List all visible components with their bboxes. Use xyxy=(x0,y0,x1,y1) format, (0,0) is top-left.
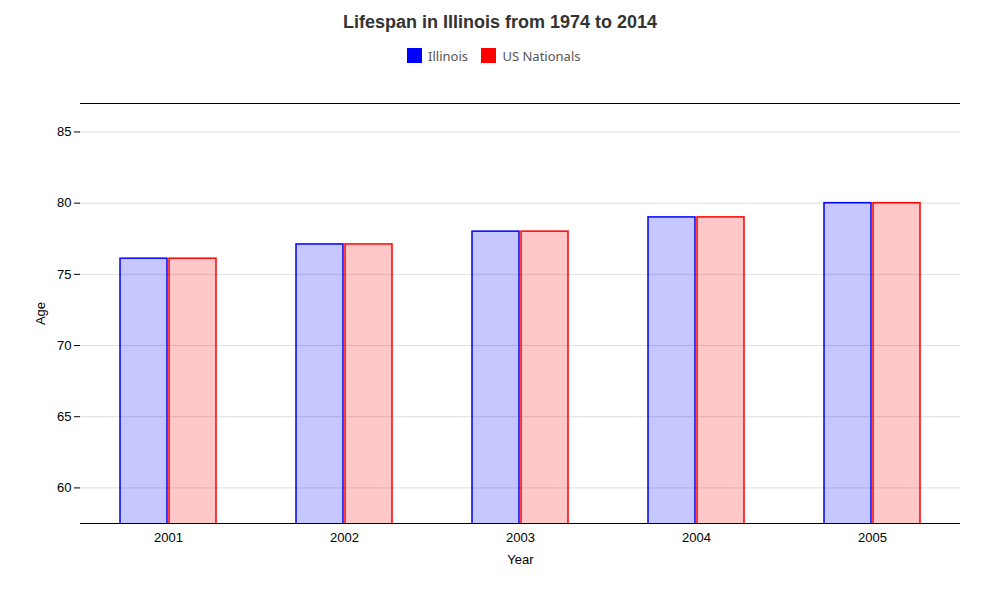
html-text:Illinois: Illinois xyxy=(428,46,468,65)
svg-text:60: 60 xyxy=(57,480,71,495)
svg-text:2004: 2004 xyxy=(682,529,711,544)
svg-text:2003: 2003 xyxy=(506,529,535,544)
svg-text:Year: Year xyxy=(507,551,534,566)
svg-text:2005: 2005 xyxy=(858,529,887,544)
svg-text:2001: 2001 xyxy=(154,529,183,544)
svg-text:85: 85 xyxy=(57,124,71,139)
svg-text:65: 65 xyxy=(57,408,71,423)
svg-text:Age: Age xyxy=(33,301,48,324)
svg-text:70: 70 xyxy=(57,337,71,352)
svg-text:80: 80 xyxy=(57,195,71,210)
html-text:US Nationals: US Nationals xyxy=(502,46,581,65)
svg-text:75: 75 xyxy=(57,266,71,281)
html-text:Lifespan in Illinois from 1974: Lifespan in Illinois from 1974 to 2014 xyxy=(342,12,657,32)
svg-text:2002: 2002 xyxy=(330,529,359,544)
